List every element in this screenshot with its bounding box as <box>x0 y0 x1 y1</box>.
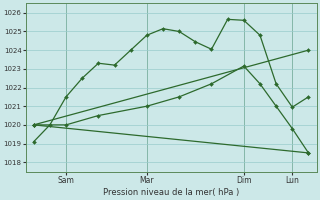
X-axis label: Pression niveau de la mer( hPa ): Pression niveau de la mer( hPa ) <box>103 188 239 197</box>
